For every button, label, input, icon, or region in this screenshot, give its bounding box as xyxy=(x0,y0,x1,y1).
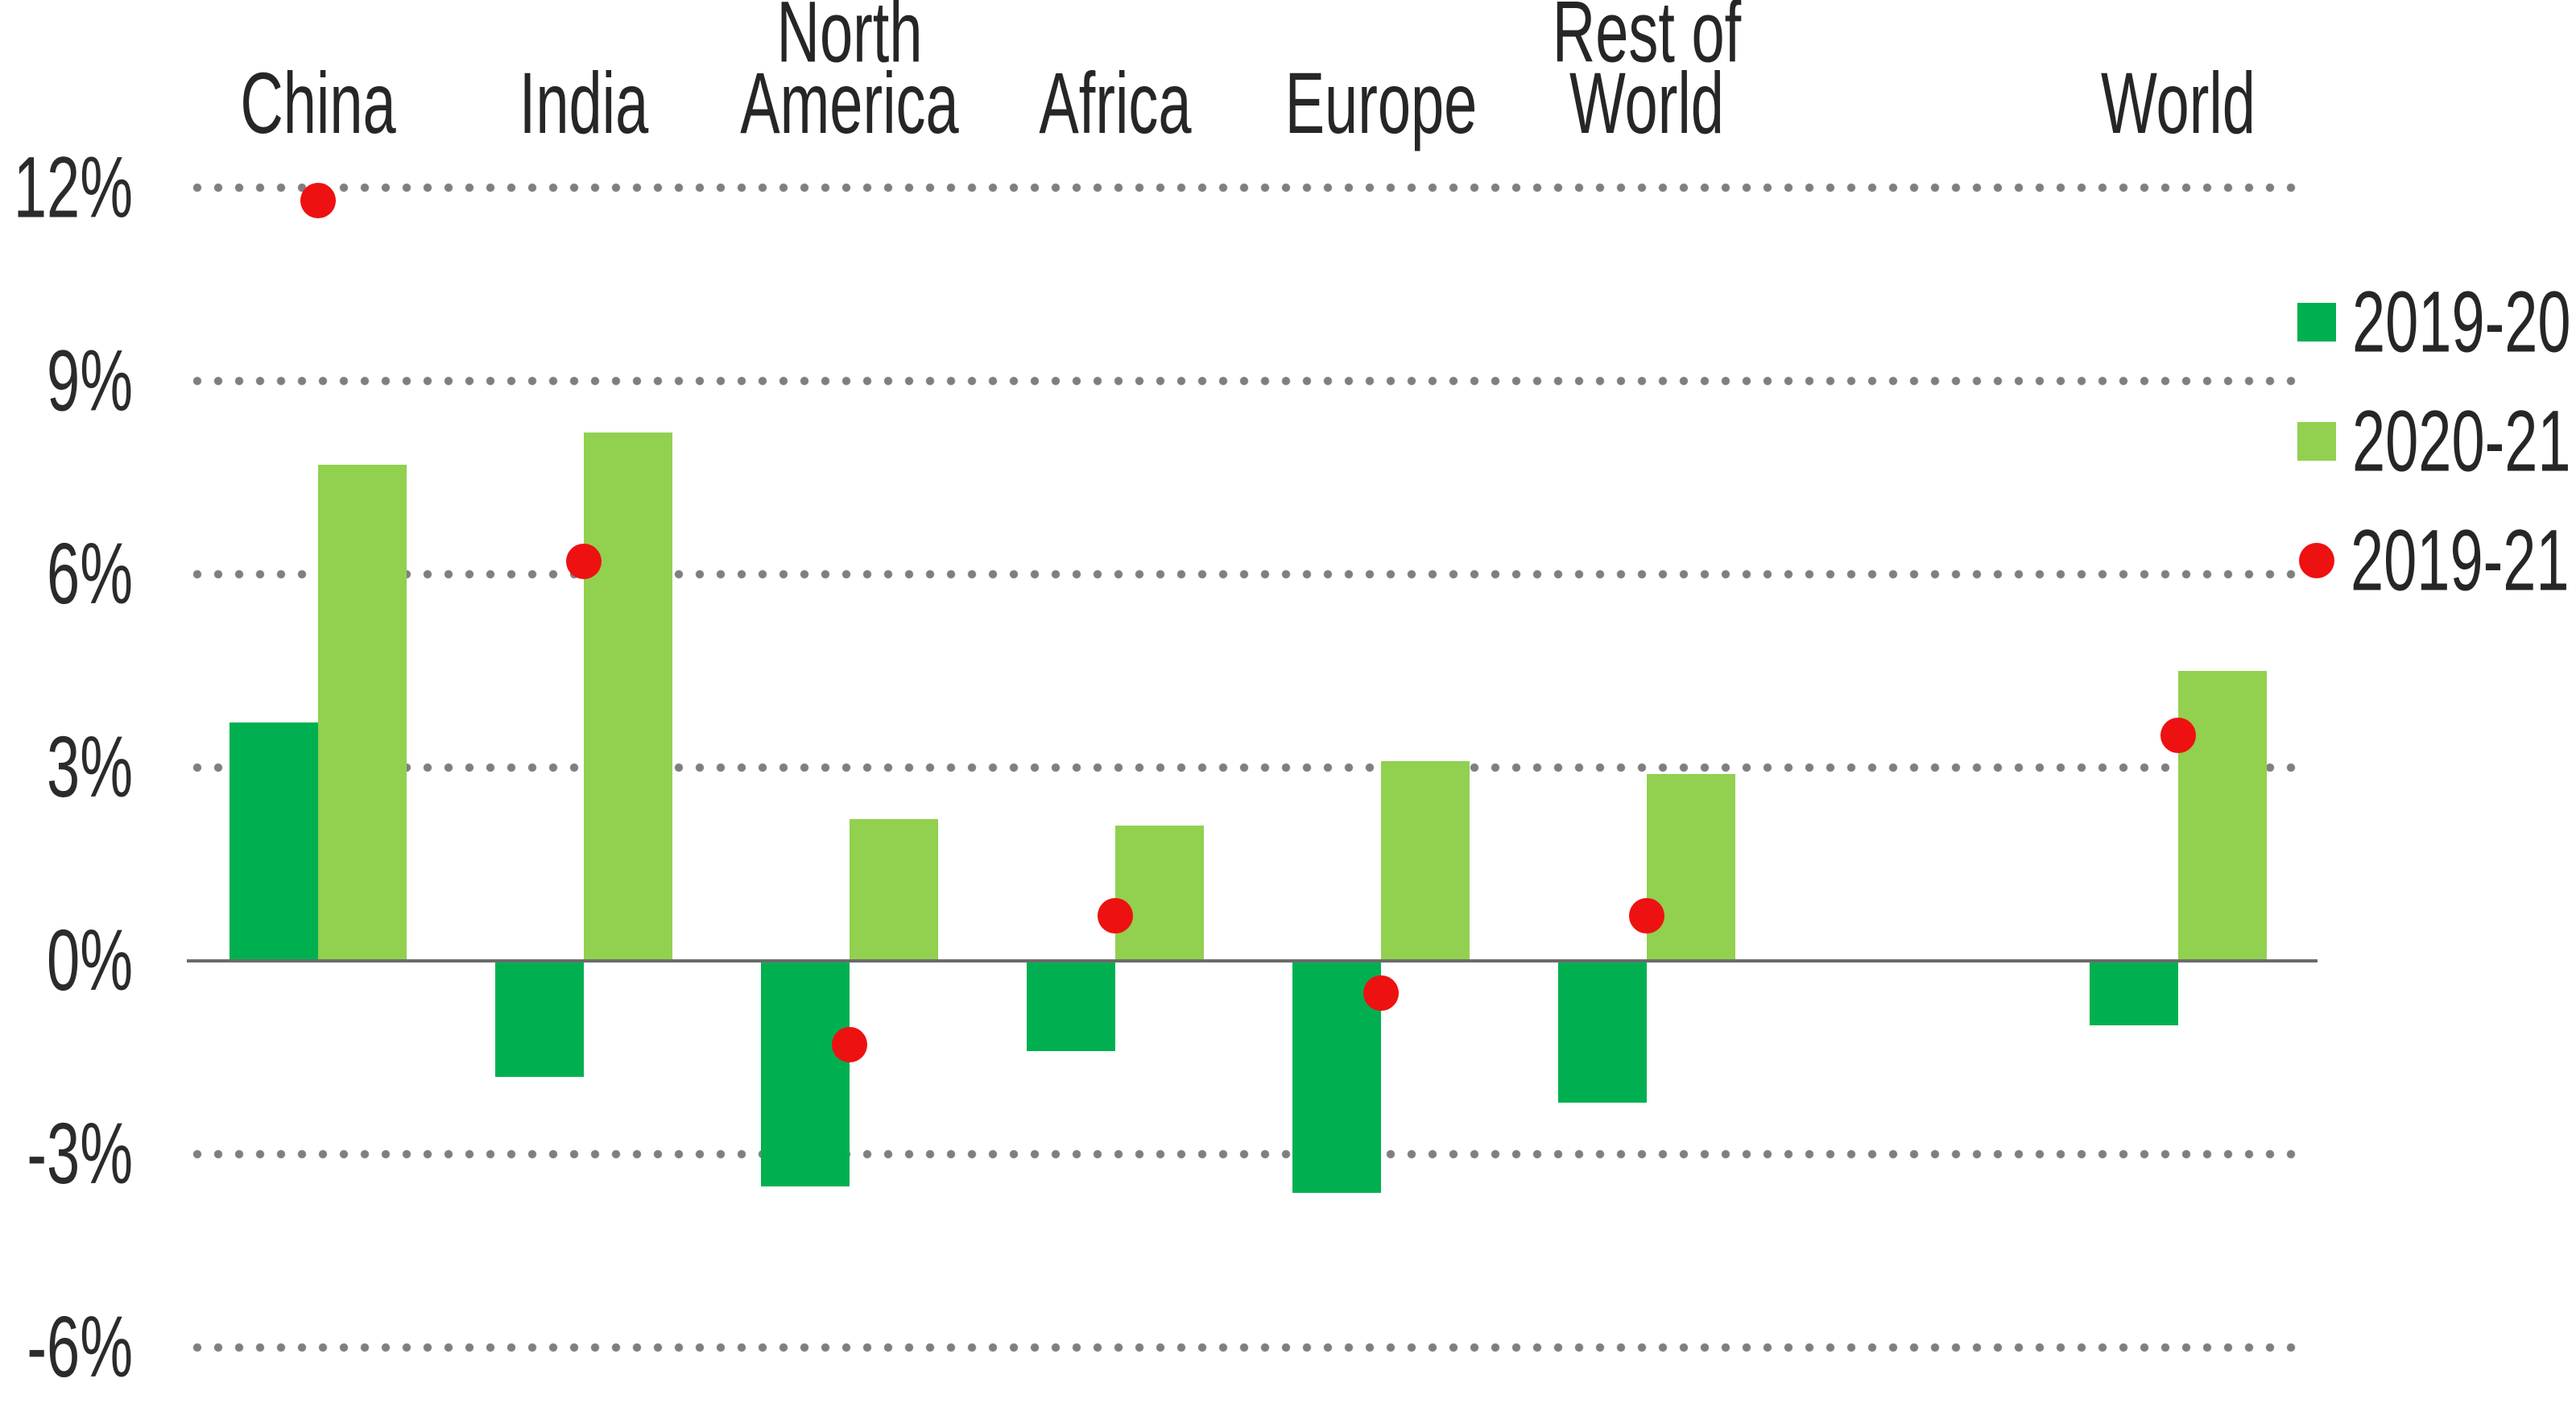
legend-swatch-2020-21 xyxy=(2297,422,2336,461)
gridline-neg-6pct xyxy=(187,1343,2303,1352)
legend-swatch-2019-20 xyxy=(2297,303,2336,342)
bar-2019-20-india xyxy=(495,961,584,1077)
legend-item-2019-21: 2019-21 xyxy=(2297,517,2570,603)
point-2019-21-north-america xyxy=(832,1027,867,1062)
bar-2020-21-africa xyxy=(1115,826,1204,961)
y-tick-9pct: 9% xyxy=(47,332,133,429)
point-2019-21-africa xyxy=(1098,898,1133,934)
legend-item-2020-21: 2020-21 xyxy=(2297,398,2571,484)
bar-2019-20-rest-of-world xyxy=(1558,961,1647,1103)
point-2019-21-china xyxy=(300,183,336,218)
legend-label-2019-21: 2019-21 xyxy=(2351,511,2570,609)
bar-2019-20-north-america xyxy=(761,961,850,1186)
y-tick-6pct: 6% xyxy=(47,525,133,623)
y-tick-neg-6pct: -6% xyxy=(27,1298,133,1396)
legend-marker-circle-2019-21 xyxy=(2299,543,2334,578)
gridline-6pct xyxy=(187,569,2303,579)
bar-2020-21-india xyxy=(584,433,672,961)
y-tick-neg-3pct: -3% xyxy=(27,1105,133,1203)
point-2019-21-world xyxy=(2160,718,2196,753)
gridline-neg-3pct xyxy=(187,1149,2303,1159)
x-label-world: World xyxy=(2101,54,2256,151)
legend-label-2020-21: 2020-21 xyxy=(2352,392,2571,490)
bar-2019-20-world xyxy=(2090,961,2178,1025)
bar-2020-21-rest-of-world xyxy=(1647,774,1735,961)
bar-2020-21-china xyxy=(318,465,407,961)
bar-2020-21-world xyxy=(2178,671,2267,961)
x-label-europe: Europe xyxy=(1284,54,1478,151)
point-2019-21-europe xyxy=(1363,975,1399,1011)
bar-2019-20-china xyxy=(229,722,318,961)
x-axis-zero-line xyxy=(187,959,2318,963)
gridline-9pct xyxy=(187,376,2303,386)
gridline-12pct xyxy=(187,183,2303,193)
x-label-china: China xyxy=(240,54,396,151)
legend-item-2019-20: 2019-20 xyxy=(2297,279,2571,365)
x-label-india: India xyxy=(519,54,649,151)
bar-2019-20-africa xyxy=(1027,961,1115,1051)
x-label-africa: Africa xyxy=(1039,54,1192,151)
y-tick-3pct: 3% xyxy=(47,718,133,816)
legend-label-2019-20: 2019-20 xyxy=(2352,273,2571,371)
bar-2020-21-north-america xyxy=(850,819,938,961)
gridline-3pct xyxy=(187,763,2303,772)
point-2019-21-india xyxy=(566,544,602,579)
point-2019-21-rest-of-world xyxy=(1629,898,1664,934)
bar-2020-21-europe xyxy=(1381,761,1470,961)
y-tick-12pct: 12% xyxy=(13,139,133,236)
x-label-north-america: North America xyxy=(740,0,959,151)
x-label-rest-of-world: Rest of World xyxy=(1552,0,1742,151)
y-tick-0pct: 0% xyxy=(47,912,133,1009)
